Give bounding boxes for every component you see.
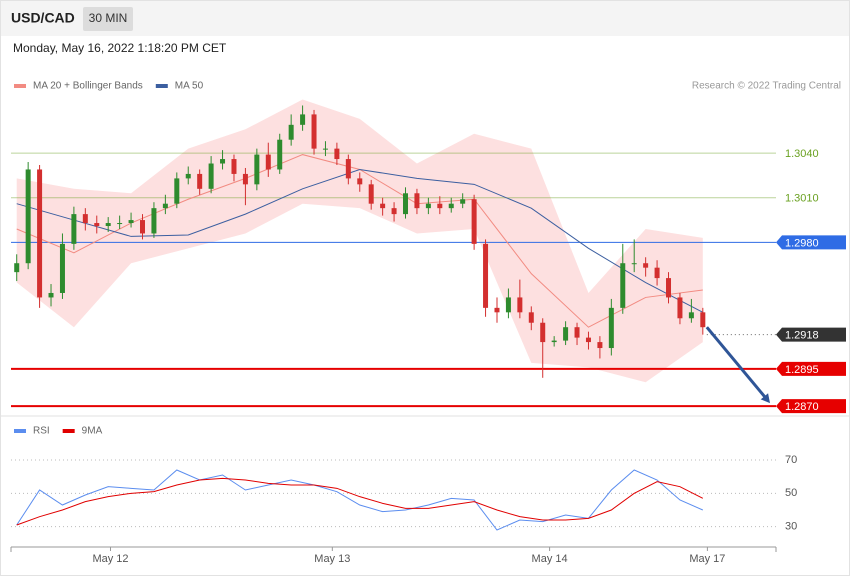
candle-body [117,223,123,225]
legend-swatch [155,84,168,88]
candle-body [666,278,672,298]
candle-body [437,203,443,209]
candle-body [494,307,500,313]
timestamp: Monday, May 16, 2022 1:18:20 PM CET [13,41,227,55]
candle-body [334,148,340,160]
candle-body [254,154,260,185]
candle-body [380,203,386,209]
candle-body [631,263,637,265]
candle-body [563,327,569,341]
level-tag [776,327,846,342]
candle-body [597,342,603,349]
candle-body [128,220,134,224]
candle-body [425,203,431,209]
candle-body [25,169,31,264]
ma-line [16,168,704,313]
legend-label: 9MA [82,426,103,437]
candle-body [288,124,294,140]
candle-body [82,214,88,224]
candle-body [654,267,660,279]
indicator-line [16,477,704,526]
candle-body [174,178,180,204]
candle-body [643,263,649,268]
candle-body [517,297,523,313]
level-tag [776,399,846,414]
x-tick-label: May 13 [314,553,350,565]
candle-body [311,114,317,149]
candle-body [585,337,591,343]
candle-body [71,214,77,244]
level-label: 1.2918 [785,330,819,342]
candle-body [231,159,237,174]
timeframe-badge[interactable] [83,7,133,31]
candle-body [414,193,420,209]
level-label: 1.2895 [785,364,819,376]
candle-body [162,203,168,209]
candle-body [391,208,397,215]
candle-body [345,159,351,179]
y-tick-label: 70 [785,454,797,466]
candle-body [357,178,363,185]
level-tag [776,361,846,376]
candle-body [37,169,43,298]
candle-body [242,173,248,185]
candle-body [48,292,54,298]
x-tick-label: May 12 [92,553,128,565]
level-tag [776,235,846,250]
candle-body [700,312,706,328]
candle-body [403,193,409,215]
candle-body [277,139,283,170]
timeframe[interactable]: 30 MIN [89,11,128,25]
x-tick-label: May 17 [689,553,725,565]
symbol: USD/CAD [11,10,75,26]
candle-body [220,159,226,164]
legend-label: MA 50 [175,81,204,92]
y-tick-label: 30 [785,521,797,533]
candle-body [505,297,511,313]
legend-swatch [14,84,26,88]
candle-body [105,223,111,227]
candle-body [688,312,694,319]
level-label: 1.2980 [785,237,819,249]
legend-label: MA 20 + Bollinger Bands [33,81,143,92]
level-label: 1.3010 [785,193,819,205]
candle-body [300,114,306,125]
level-label: 1.3040 [785,148,819,160]
candle-body [59,243,65,293]
projection-arrowhead [760,393,770,404]
candle-body [185,173,191,179]
candle-body [14,263,20,273]
header-bar [1,1,849,36]
projection-arrow [705,326,767,399]
candle-body [448,203,454,209]
candle-body [471,199,477,244]
candle-body [140,220,146,234]
candle-body [551,340,557,343]
candle-body [574,327,580,338]
candle-body [368,184,374,204]
candle-body [322,148,328,150]
candle-body [677,297,683,319]
candle-body [620,263,626,308]
candle-body [483,243,489,308]
legend-swatch [14,429,26,433]
candle-body [540,322,546,343]
candle-body [265,154,271,170]
candle-body [151,208,157,234]
candle-body [608,307,614,349]
candle-body [460,199,466,204]
y-tick-label: 50 [785,487,797,499]
legend-label: RSI [33,426,50,437]
x-tick-label: May 14 [532,553,568,565]
credit: Research © 2022 Trading Central [692,81,841,92]
candle-body [208,163,214,189]
candle-body [197,173,203,189]
candle-body [94,223,100,227]
level-label: 1.2870 [785,401,819,413]
legend-swatch [62,429,75,433]
candle-body [528,312,534,323]
